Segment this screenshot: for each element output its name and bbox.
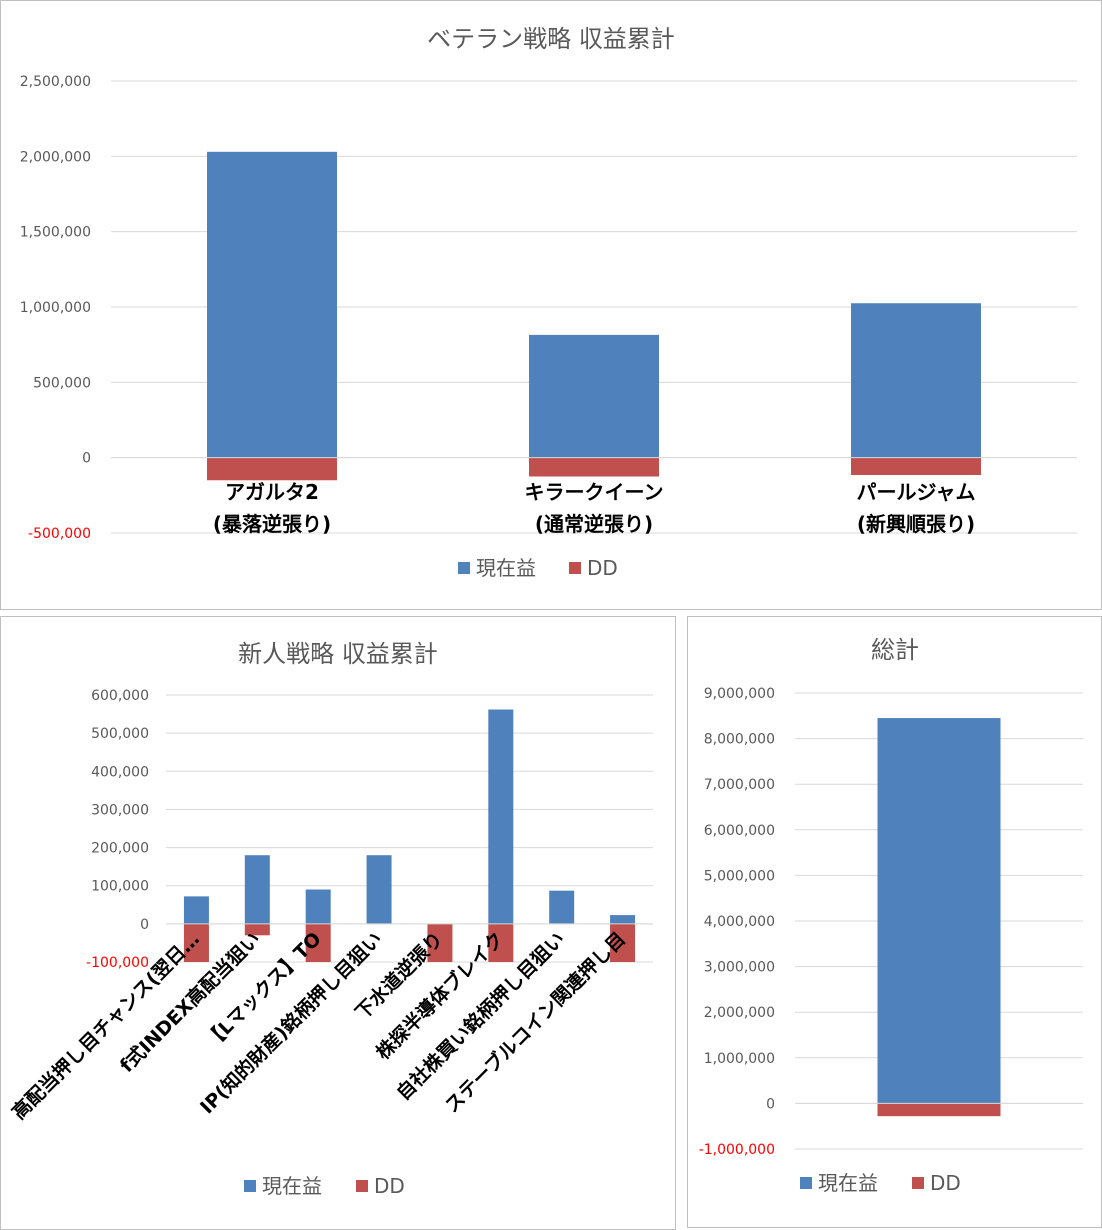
newbie-bar-profit <box>305 889 331 924</box>
veteran-category-label: キラークイーン <box>525 480 664 504</box>
total-y-tick-label: 2,000,000 <box>704 1005 775 1021</box>
veteran-chart: ベテラン戦略 収益累計 2,500,000 2,000,000 1,500,000 1,… <box>20 25 1077 580</box>
veteran-y-tick-label: 500,000 <box>33 375 91 391</box>
total-legend-profit: 現在益 <box>818 1171 878 1195</box>
newbie-bar-dd <box>244 923 270 936</box>
total-y-tick-label: 5,000,000 <box>704 868 775 884</box>
newbie-bar-profit <box>183 896 209 924</box>
veteran-chart-title: ベテラン戦略 収益累計 <box>427 25 675 53</box>
veteran-legend-swatch-profit <box>458 562 470 574</box>
newbie-bar-dd <box>305 923 331 962</box>
veteran-bar-dd <box>207 457 337 481</box>
newbie-legend-swatch-profit <box>244 1180 256 1192</box>
total-legend-dd: DD <box>930 1171 961 1195</box>
newbie-chart-title: 新人戦略 収益累計 <box>238 640 438 668</box>
total-y-tick-label: 4,000,000 <box>704 914 775 930</box>
newbie-y-tick-label: 300,000 <box>91 802 149 818</box>
newbie-y-tick-label: -100,000 <box>86 955 149 971</box>
veteran-category-label: (暴落逆張り) <box>213 512 331 536</box>
total-y-tick-label: 7,000,000 <box>704 777 775 793</box>
veteran-y-tick-label: 2,500,000 <box>20 74 91 90</box>
total-legend-swatch-dd <box>912 1177 924 1189</box>
newbie-y-tick-label: 200,000 <box>91 841 149 857</box>
newbie-legend-swatch-dd <box>356 1180 368 1192</box>
newbie-bar-profit <box>549 890 575 924</box>
veteran-category-label: (新興順張り) <box>857 512 975 536</box>
total-y-tick-label: 1,000,000 <box>704 1051 775 1067</box>
total-y-tick-label: -1,000,000 <box>699 1142 775 1158</box>
veteran-legend-swatch-dd <box>569 562 581 574</box>
newbie-y-tick-label: 100,000 <box>91 879 149 895</box>
total-bar-dd <box>877 1103 1001 1117</box>
veteran-y-tick-label: -500,000 <box>28 526 91 542</box>
veteran-category-label: アガルタ2 <box>225 480 319 504</box>
newbie-y-tick-label: 500,000 <box>91 726 149 742</box>
newbie-bar-profit <box>366 855 392 924</box>
total-y-tick-label: 8,000,000 <box>704 732 775 748</box>
total-chart-title: 総計 <box>871 636 919 664</box>
newbie-y-tick-label: 0 <box>140 917 149 933</box>
newbie-bar-profit <box>488 709 514 924</box>
veteran-y-tick-label: 1,000,000 <box>20 300 91 316</box>
newbie-category-label: 【Lマックス】TO <box>200 927 326 1053</box>
total-chart-panel: 総計 9,000,000 8,000,000 7,000,000 6,000,000 5,… <box>687 616 1102 1228</box>
newbie-legend-profit: 現在益 <box>262 1174 322 1198</box>
veteran-bar-dd <box>529 457 659 477</box>
newbie-bar-dd <box>427 923 453 962</box>
veteran-y-tick-label: 1,500,000 <box>20 225 91 241</box>
veteran-legend-profit: 現在益 <box>476 556 536 580</box>
veteran-bar-profit <box>529 334 659 458</box>
newbie-bar-dd <box>610 923 636 962</box>
veteran-bar-dd <box>851 457 981 475</box>
veteran-y-tick-label: 0 <box>82 451 91 467</box>
newbie-y-tick-label: 600,000 <box>91 688 149 704</box>
veteran-bar-profit <box>207 151 337 458</box>
total-y-tick-label: 9,000,000 <box>704 686 775 702</box>
veteran-category-label: (通常逆張り) <box>535 512 653 536</box>
newbie-bar-dd <box>183 923 209 962</box>
newbie-chart: 新人戦略 収益累計 600,000 500,000 400,000 300,000 200… <box>7 640 653 1198</box>
newbie-legend-dd: DD <box>374 1174 405 1198</box>
newbie-bar-profit <box>610 915 636 924</box>
total-y-tick-label: 0 <box>766 1096 775 1112</box>
veteran-chart-panel: ベテラン戦略 収益累計 2,500,000 2,000,000 1,500,000 1,… <box>0 0 1102 610</box>
total-chart: 総計 9,000,000 8,000,000 7,000,000 6,000,000 5,… <box>699 636 1083 1195</box>
veteran-y-tick-label: 2,000,000 <box>20 149 91 165</box>
total-bar-profit <box>877 718 1001 1104</box>
veteran-category-label: パールジャム <box>857 480 976 504</box>
newbie-chart-panel: 新人戦略 収益累計 600,000 500,000 400,000 300,000 200… <box>0 616 676 1230</box>
total-y-tick-label: 3,000,000 <box>704 960 775 976</box>
newbie-bar-profit <box>244 855 270 924</box>
total-y-tick-label: 6,000,000 <box>704 823 775 839</box>
veteran-legend-dd: DD <box>587 556 618 580</box>
veteran-bar-profit <box>851 303 981 458</box>
newbie-bar-dd <box>488 923 514 962</box>
newbie-y-tick-label: 400,000 <box>91 764 149 780</box>
total-legend-swatch-profit <box>800 1177 812 1189</box>
